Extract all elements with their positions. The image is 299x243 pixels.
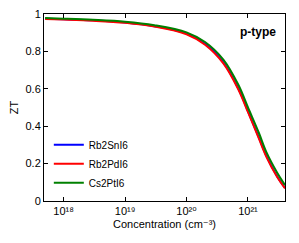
svg-text:0.2: 0.2 xyxy=(26,157,41,169)
svg-text:0.6: 0.6 xyxy=(26,83,41,95)
svg-text:p-type: p-type xyxy=(240,25,276,39)
svg-text:Rb2SnI6: Rb2SnI6 xyxy=(89,140,128,151)
svg-text:Rb2PdI6: Rb2PdI6 xyxy=(89,159,128,170)
svg-text:1: 1 xyxy=(35,8,41,20)
svg-text:0.8: 0.8 xyxy=(26,45,41,57)
svg-text:10²¹: 10²¹ xyxy=(238,205,258,217)
svg-text:10¹⁹: 10¹⁹ xyxy=(115,205,136,217)
svg-text:Concentration (cm⁻³): Concentration (cm⁻³) xyxy=(113,218,216,230)
svg-text:Cs2PtI6: Cs2PtI6 xyxy=(89,178,125,189)
svg-text:0.4: 0.4 xyxy=(26,120,41,132)
svg-text:10²⁰: 10²⁰ xyxy=(176,205,197,217)
svg-text:ZT: ZT xyxy=(8,101,20,115)
svg-text:10¹⁸: 10¹⁸ xyxy=(53,205,74,217)
svg-text:0: 0 xyxy=(35,195,41,207)
